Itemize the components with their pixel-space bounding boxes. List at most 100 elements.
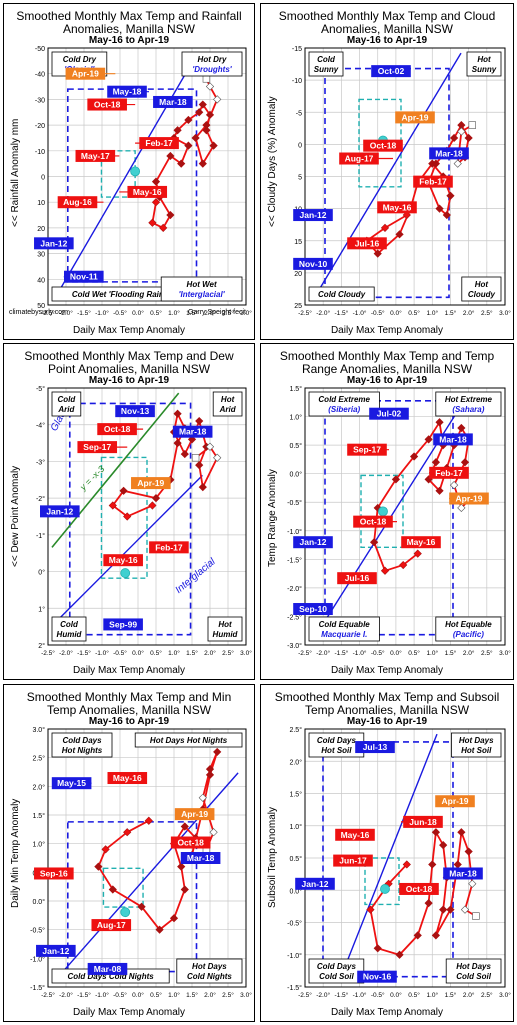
x-tick-label: -2.5°: [41, 649, 55, 657]
chart-panel-rain: Smoothed Monthly Max Temp and Rainfall An…: [3, 3, 255, 340]
y-tick-label: -5: [296, 110, 302, 117]
callout-box: [339, 152, 379, 165]
x-tick-label: 0.0°: [132, 649, 144, 657]
y-tick-label: -10: [292, 78, 302, 85]
x-tick-label: 1.0°: [426, 309, 438, 317]
data-point: [435, 418, 444, 427]
corner-label-box: [308, 616, 380, 642]
chart-plot-svg: -2.5° -2.0° -1.5° -1.0° -0.5° 0.0° 0.5° 1.0° 1.5…: [287, 726, 511, 999]
chart-plot-svg: -2.5° -2.0° -1.5° -1.0° -0.5° 0.0° 0.5° 1.0° 1.5…: [30, 726, 252, 999]
x-tick-label: 0.5°: [408, 309, 420, 317]
corner-label-box: [466, 51, 502, 77]
origin-marker: [378, 506, 388, 517]
data-point: [468, 121, 476, 129]
callout-date-label: Oct-18: [360, 517, 387, 527]
callout-date-label: Sep-17: [353, 445, 381, 455]
callout-box: [333, 854, 373, 867]
y-tick-label: -15: [292, 46, 302, 53]
callout-box: [443, 867, 483, 880]
corner-label-text: Cold Equable: [319, 620, 371, 629]
corner-label-box: [51, 616, 87, 642]
y-tick-label: 20: [294, 271, 302, 278]
callout-box: [127, 185, 168, 198]
data-point: [391, 475, 401, 484]
x-tick-label: -2.0°: [316, 991, 330, 999]
x-tick-label: 0.5°: [408, 649, 420, 657]
x-tick-label: -2.0°: [59, 991, 73, 999]
corner-label-subtext: Macquarie I.: [321, 630, 367, 639]
typical-range-box: [100, 456, 148, 579]
trend-line: [312, 52, 462, 301]
corner-label-text: Hot Wet: [187, 280, 217, 289]
x-tick-label: -1.0°: [95, 991, 109, 999]
x-axis-label: Daily Max Temp Anomaly: [330, 1007, 444, 1018]
callout-date-label: Oct-18: [94, 100, 121, 110]
corner-label-box: [450, 732, 502, 758]
x-tick-label: 3.0°: [499, 991, 511, 999]
data-point: [119, 486, 128, 495]
data-point: [195, 460, 204, 470]
data-point: [205, 110, 215, 119]
plot-frame: [47, 728, 247, 988]
data-point: [439, 840, 448, 850]
data-point: [413, 549, 422, 558]
typical-range-box: [364, 857, 400, 906]
callout-box: [36, 944, 76, 957]
x-axis-label: Daily Max Temp Anomaly: [72, 665, 186, 676]
x-tick-label: -2.5°: [298, 309, 312, 317]
data-point: [435, 486, 444, 495]
y-tick-label: 3.0°: [32, 726, 45, 734]
data-point: [205, 765, 215, 774]
callout-date-label: Oct-18: [406, 884, 433, 894]
data-point: [395, 950, 404, 959]
corner-label-text: Hot Days Hot Nights: [150, 736, 228, 745]
y-tick-label: -0.5°: [30, 927, 45, 935]
chart-subtitle: May-16 to Apr-19: [88, 35, 170, 46]
origin-marker: [130, 166, 141, 177]
data-point: [123, 828, 132, 837]
callout-box: [363, 139, 403, 152]
y-tick-label: 0°: [38, 569, 45, 577]
data-point: [173, 438, 182, 448]
chart-subtitle: May-16 to Apr-19: [88, 375, 170, 386]
callout-box: [295, 877, 335, 890]
callout-date-label: Aug-17: [97, 920, 126, 930]
data-point: [453, 860, 462, 869]
x-tick-label: 1.0°: [168, 649, 180, 657]
callout-date-label: Apr-19: [72, 69, 99, 79]
data-point: [205, 442, 215, 451]
y-tick-label: -10: [35, 149, 45, 156]
data-point: [202, 126, 211, 135]
data-point: [202, 75, 211, 83]
x-tick-label: 3.0°: [499, 649, 511, 657]
x-tick-label: -1.0°: [95, 309, 109, 317]
x-tick-label: -0.5°: [371, 649, 385, 657]
data-point: [449, 480, 459, 490]
callout-date-label: Apr-19: [137, 478, 164, 488]
x-tick-label: 0.5°: [150, 309, 162, 317]
data-point: [446, 905, 455, 914]
y-tick-label: 0.5°: [289, 855, 302, 863]
x-tick-label: 2.0°: [463, 991, 475, 999]
data-point: [209, 141, 218, 150]
callout-date-label: Sep-99: [109, 619, 137, 629]
y-tick-label: 1°: [38, 605, 45, 613]
footer-author: Garry Speight fecit: [188, 309, 246, 316]
callout-date-label: Nov-13: [121, 406, 150, 416]
callout-date-label: Sep-10: [299, 604, 327, 614]
callout-box: [91, 919, 132, 932]
callout-box: [172, 425, 213, 438]
data-point: [380, 566, 390, 575]
x-tick-label: 0.0°: [132, 309, 144, 317]
corner-label-subtext: (Pacific): [453, 630, 484, 639]
callout-date-label: Feb-17: [435, 468, 463, 478]
callout-date-label: May-18: [113, 87, 142, 97]
x-tick-label: 2.0°: [204, 991, 216, 999]
x-tick-label: -1.5°: [77, 309, 91, 317]
callout-box: [115, 405, 155, 418]
corner-label-text: Cold Soil: [456, 972, 491, 981]
data-point: [431, 159, 441, 168]
corner-label-box: [308, 51, 344, 77]
corner-label-box: [308, 286, 375, 302]
x-tick-label: -1.5°: [334, 991, 348, 999]
